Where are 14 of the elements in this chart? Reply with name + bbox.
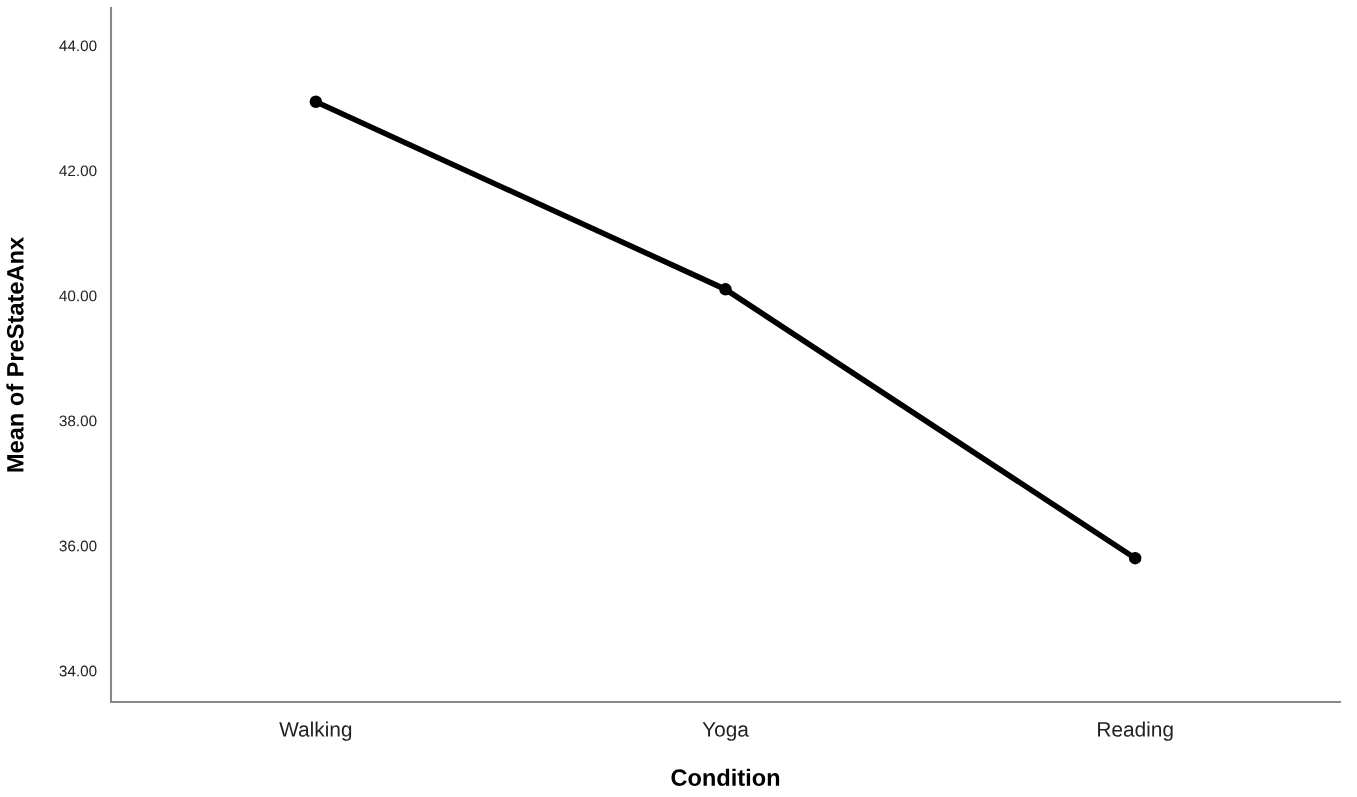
y-tick-label: 44.00	[59, 40, 97, 52]
y-axis-title: Mean of PreStateAnx	[6, 237, 24, 472]
point	[309, 95, 323, 109]
x-tick-label: Yoga	[702, 722, 749, 741]
y-tick-label: 36.00	[59, 540, 97, 552]
x-tick-label: Walking	[279, 721, 352, 741]
y-tick-label: 34.00	[59, 665, 97, 677]
x-tick-label: Reading	[1098, 721, 1173, 741]
y-tick-label: 40.00	[59, 290, 97, 302]
point	[1128, 551, 1142, 565]
x-axis-title: Condition	[671, 768, 780, 786]
y-tick-label: 42.00	[59, 165, 97, 177]
point	[719, 283, 732, 296]
y-tick-label: 38.00	[59, 415, 97, 427]
